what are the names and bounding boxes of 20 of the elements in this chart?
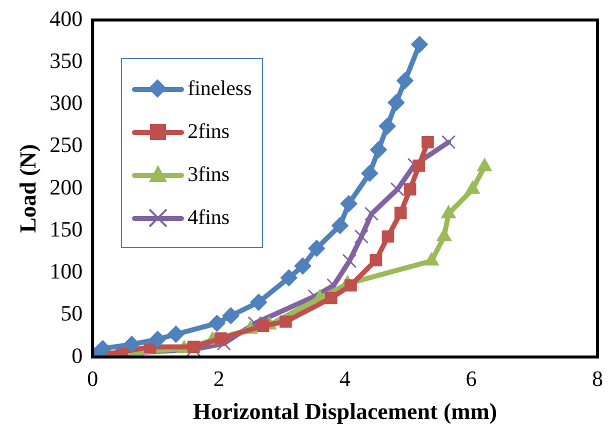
y-tick-label: 350 xyxy=(50,48,83,73)
legend-label: 4fins xyxy=(188,205,230,230)
y-tick-label: 300 xyxy=(50,90,83,116)
y-tick-label: 50 xyxy=(60,300,83,326)
y-tick-label: 200 xyxy=(50,174,83,200)
x-tick-label: 2 xyxy=(213,366,224,391)
x-tick-label: 4 xyxy=(340,366,351,391)
y-tick-label: 400 xyxy=(50,6,83,31)
y-tick-label: 250 xyxy=(50,132,83,158)
x-tick-label: 8 xyxy=(592,366,603,391)
x-tick-label: 6 xyxy=(466,366,477,391)
y-tick-label: 0 xyxy=(72,342,83,368)
legend-label: fineless xyxy=(188,76,252,101)
x-tick-label: 0 xyxy=(87,366,98,391)
legend-label: 3fins xyxy=(188,162,230,187)
y-tick-label: 150 xyxy=(50,216,83,242)
y-axis-title: Load (N) xyxy=(16,144,41,233)
legend-label: 2fins xyxy=(188,119,230,144)
y-tick-label: 100 xyxy=(50,258,83,284)
x-axis-title: Horizontal Displacement (mm) xyxy=(193,399,498,424)
